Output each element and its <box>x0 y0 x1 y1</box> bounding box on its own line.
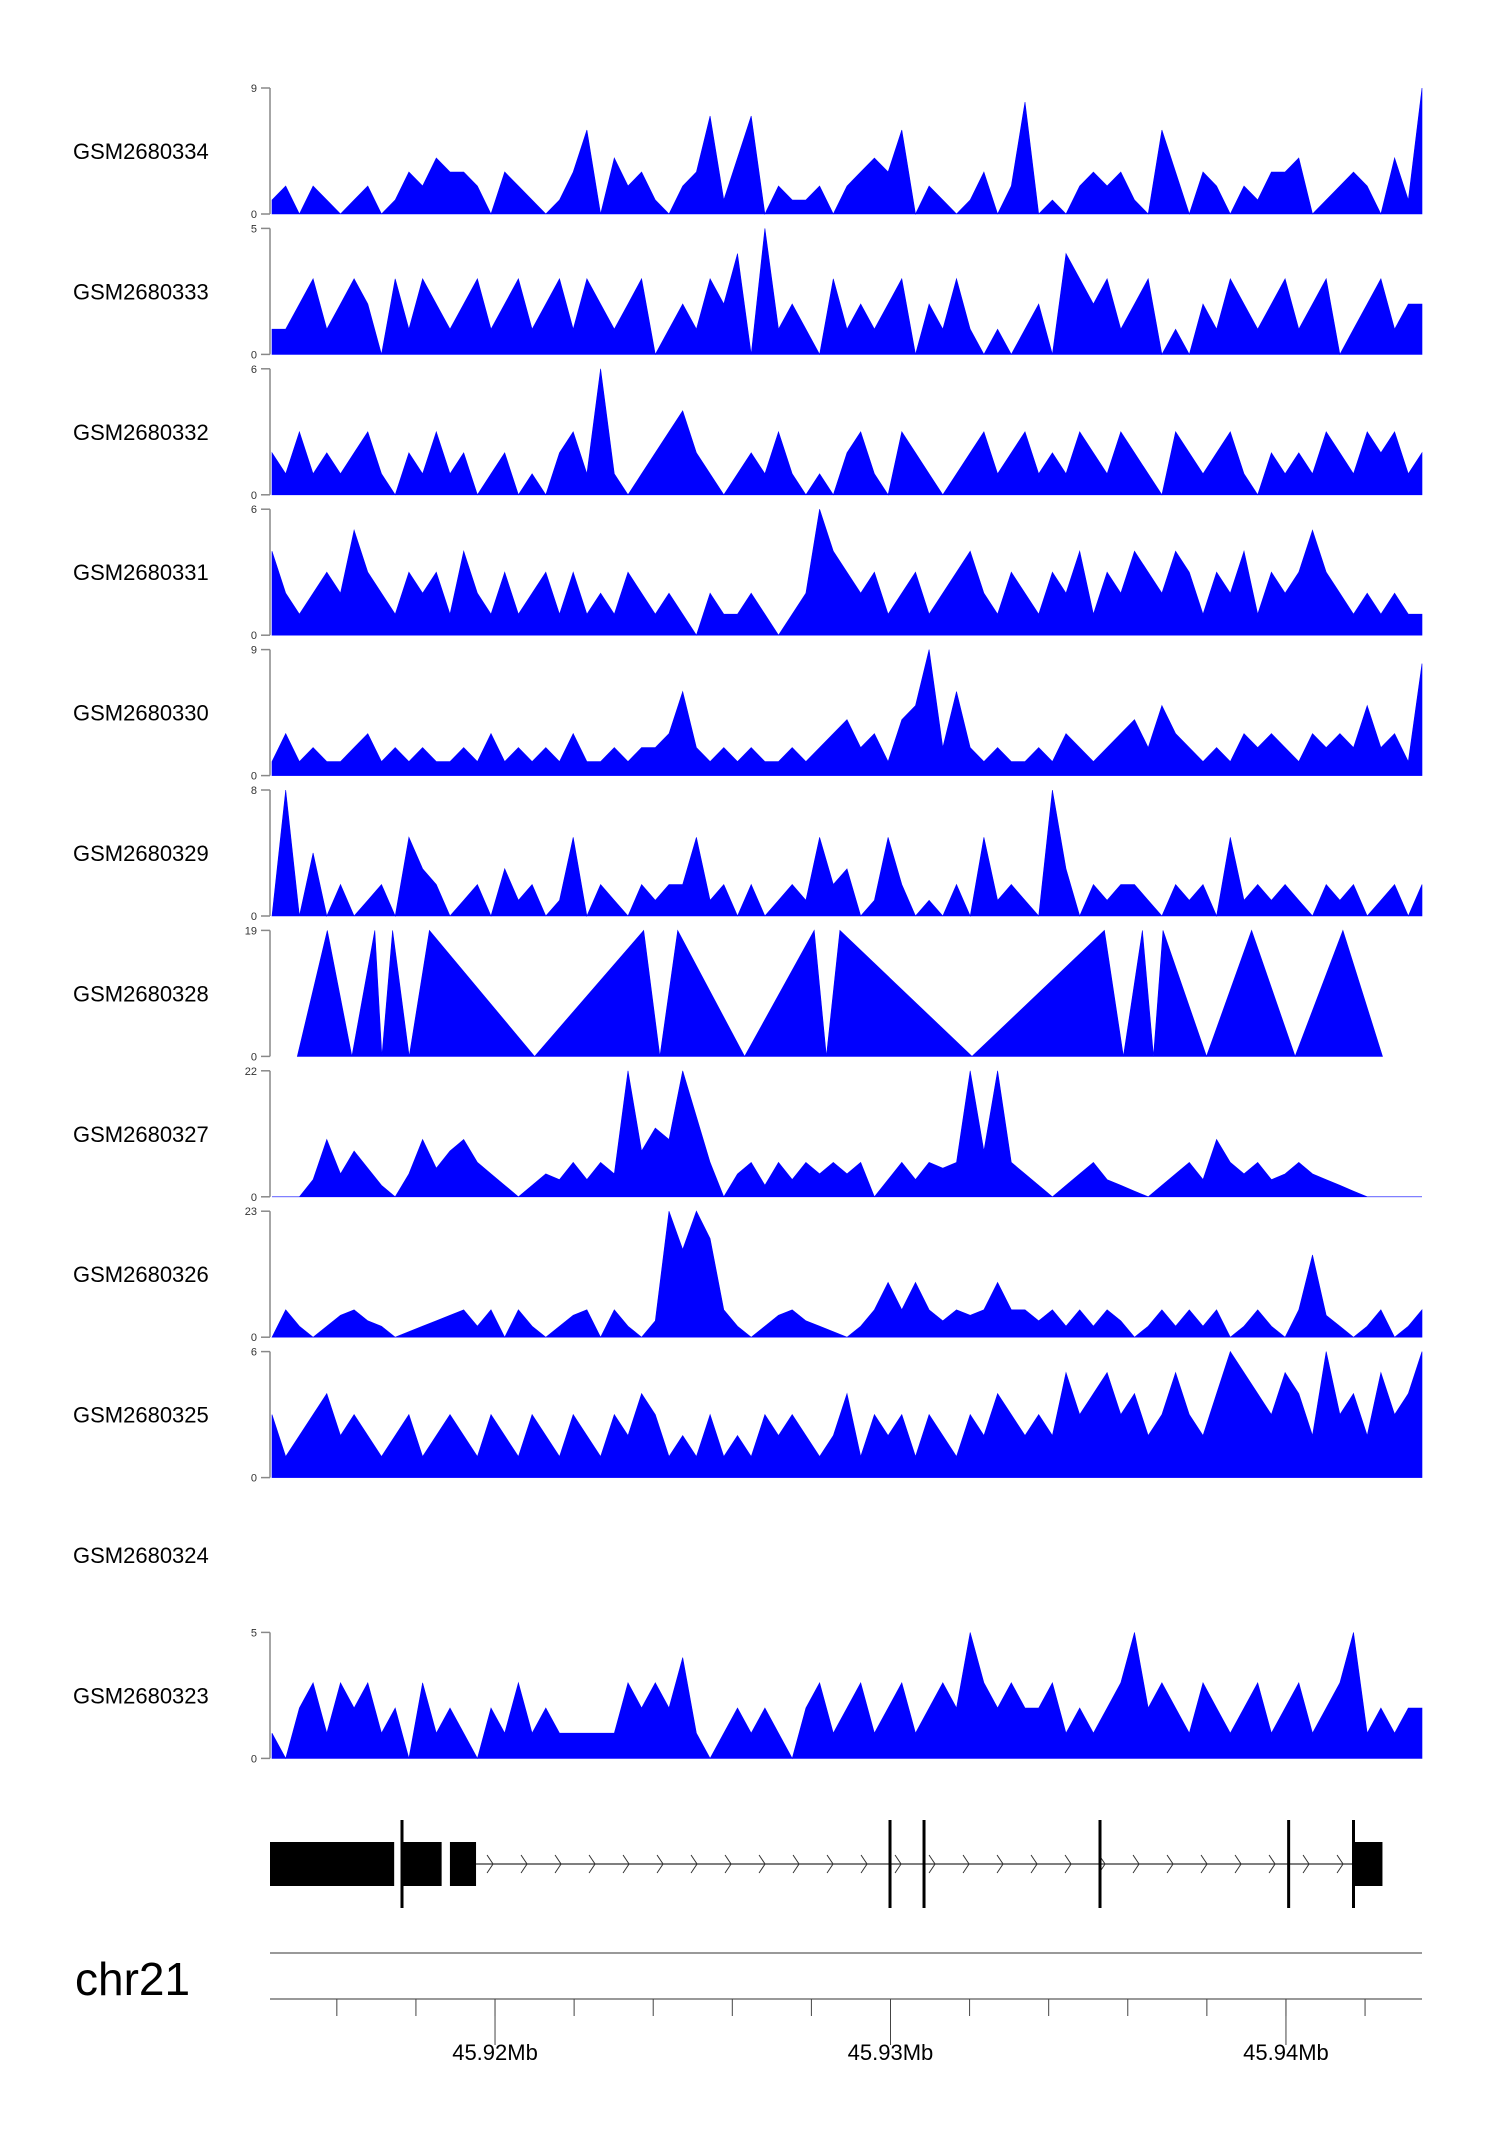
exon-cds <box>888 1820 892 1908</box>
strand-chevron-icon <box>996 1854 1004 1874</box>
y-tick-label: 0 <box>251 911 257 923</box>
y-tick-label: 0 <box>251 1192 257 1204</box>
y-tick-label: 9 <box>251 83 257 95</box>
track-GSM2680328: GSM2680328 0 19 <box>73 925 1383 1063</box>
track-label: GSM2680334 <box>73 139 209 164</box>
track-label: GSM2680326 <box>73 1262 209 1287</box>
track-GSM2680325: GSM2680325 0 6 <box>73 1347 1423 1485</box>
strand-chevron-icon <box>1302 1854 1310 1874</box>
y-tick-label: 23 <box>245 1206 257 1218</box>
track-label: GSM2680330 <box>73 701 209 726</box>
strand-chevron-icon <box>588 1854 596 1874</box>
exon-cds <box>1287 1820 1291 1908</box>
track-label: GSM2680324 <box>73 1543 209 1568</box>
exon-block <box>401 1842 442 1886</box>
exon-block <box>449 1842 477 1886</box>
track-GSM2680333: GSM2680333 0 5 <box>73 223 1423 361</box>
y-tick-label: 0 <box>251 209 257 221</box>
x-tick-label: 45.92Mb <box>452 2040 538 2065</box>
x-tick-label: 45.93Mb <box>848 2040 934 2065</box>
track-GSM2680334: GSM2680334 0 9 <box>73 83 1423 221</box>
coverage-area <box>272 1070 1422 1198</box>
strand-chevron-icon <box>1166 1854 1174 1874</box>
coverage-area <box>271 1350 1423 1478</box>
strand-chevron-icon <box>724 1854 732 1874</box>
track-label: GSM2680325 <box>73 1403 209 1428</box>
coverage-area <box>271 789 1423 918</box>
strand-chevron-icon <box>894 1854 902 1874</box>
track-GSM2680329: GSM2680329 0 8 <box>73 785 1423 923</box>
track-label: GSM2680331 <box>73 560 209 585</box>
strand-chevron-icon <box>1268 1854 1276 1874</box>
strand-chevron-icon <box>826 1854 834 1874</box>
track-label: GSM2680328 <box>73 981 209 1006</box>
y-tick-label: 6 <box>251 364 257 376</box>
y-tick-label: 6 <box>251 504 257 516</box>
y-tick-label: 5 <box>251 223 257 235</box>
genome-axis: chr21 45.92Mb 45.93Mb 45.94Mb <box>75 1952 1422 2065</box>
y-tick-label: 0 <box>251 1051 257 1063</box>
coverage-area <box>271 509 1423 636</box>
track-GSM2680330: GSM2680330 0 9 <box>73 645 1423 783</box>
strand-chevron-icon <box>1064 1854 1072 1874</box>
strand-chevron-icon <box>554 1854 562 1874</box>
y-tick-label: 22 <box>245 1066 257 1078</box>
track-label: GSM2680327 <box>73 1122 209 1147</box>
strand-chevron-icon <box>656 1854 664 1874</box>
y-tick-label: 19 <box>245 925 257 937</box>
y-tick-label: 0 <box>251 490 257 502</box>
track-label: GSM2680333 <box>73 279 209 304</box>
gene-model-track <box>270 1820 1383 1908</box>
track-GSM2680323: GSM2680323 0 5 <box>73 1627 1423 1765</box>
track-label: GSM2680332 <box>73 420 209 445</box>
coverage-area <box>271 649 1423 776</box>
coverage-area <box>271 87 1423 216</box>
strand-chevron-icon <box>1200 1854 1208 1874</box>
coverage-area <box>271 1632 1423 1760</box>
coverage-area <box>296 929 1383 1058</box>
track-label: GSM2680323 <box>73 1683 209 1708</box>
y-tick-label: 9 <box>251 645 257 657</box>
strand-chevron-icon <box>1234 1854 1242 1874</box>
strand-chevron-icon <box>520 1854 528 1874</box>
exon-block <box>270 1842 395 1886</box>
strand-chevron-icon <box>622 1854 630 1874</box>
coverage-area <box>271 368 1423 496</box>
strand-chevron-icon <box>928 1854 936 1874</box>
track-GSM2680332: GSM2680332 0 6 <box>73 364 1423 502</box>
x-tick-label: 45.94Mb <box>1243 2040 1329 2065</box>
strand-chevron-icon <box>1336 1854 1344 1874</box>
strand-chevron-icon <box>962 1854 970 1874</box>
track-GSM2680327: GSM2680327 0 22 <box>73 1066 1422 1204</box>
y-tick-label: 0 <box>251 630 257 642</box>
exon-block <box>1353 1842 1383 1886</box>
strand-chevron-icon <box>1132 1854 1140 1874</box>
coverage-area <box>271 228 1423 356</box>
strand-chevron-icon <box>758 1854 766 1874</box>
data-tracks: GSM268033409GSM268033305GSM268033206GSM2… <box>73 83 1423 1765</box>
y-tick-label: 0 <box>251 1753 257 1765</box>
y-tick-label: 0 <box>251 771 257 783</box>
y-tick-label: 6 <box>251 1347 257 1359</box>
exon-cds <box>1098 1820 1102 1908</box>
strand-chevron-icon <box>860 1854 868 1874</box>
track-GSM2680331: GSM2680331 0 6 <box>73 504 1423 642</box>
strand-chevron-icon <box>690 1854 698 1874</box>
track-GSM2680324: GSM2680324 <box>73 1543 209 1568</box>
coverage-area <box>271 1210 1423 1338</box>
strand-chevron-icon <box>792 1854 800 1874</box>
exon-cds <box>922 1820 926 1908</box>
track-label: GSM2680329 <box>73 841 209 866</box>
chromosome-label: chr21 <box>75 1953 190 2005</box>
y-tick-label: 0 <box>251 349 257 361</box>
strand-chevron-icon <box>1030 1854 1038 1874</box>
y-tick-label: 8 <box>251 785 257 797</box>
strand-chevron-icon <box>486 1854 494 1874</box>
y-tick-label: 0 <box>251 1332 257 1344</box>
y-tick-label: 0 <box>251 1473 257 1485</box>
track-GSM2680326: GSM2680326 0 23 <box>73 1206 1423 1344</box>
y-tick-label: 5 <box>251 1627 257 1639</box>
